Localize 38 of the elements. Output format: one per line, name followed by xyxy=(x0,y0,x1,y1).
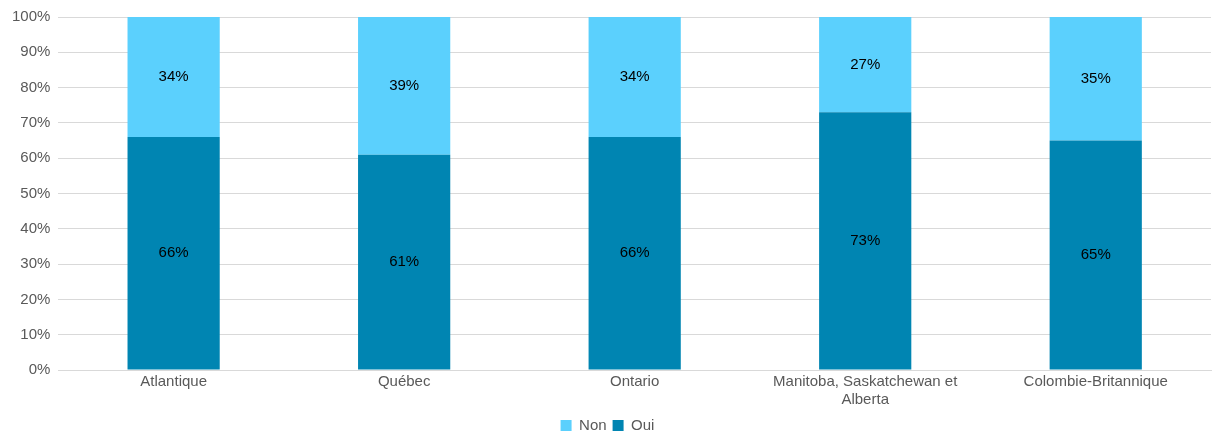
y-tick-label: 80% xyxy=(20,77,51,95)
x-tick-label: Colombie-Britannique xyxy=(1023,372,1168,390)
y-tick-label: 100% xyxy=(11,7,51,25)
data-label: 35% xyxy=(1080,68,1111,86)
y-tick-label: 90% xyxy=(20,42,51,60)
data-label: 66% xyxy=(158,243,189,261)
bar xyxy=(127,137,220,370)
y-tick-label: 20% xyxy=(20,289,51,307)
y-tick-label: 60% xyxy=(20,148,51,166)
legend-label: Non xyxy=(579,415,607,433)
bar xyxy=(588,137,681,370)
data-label: 34% xyxy=(158,67,189,85)
bar xyxy=(588,17,681,138)
x-tick-label: Québec xyxy=(377,372,431,390)
x-tick-label: Ontario xyxy=(610,372,660,390)
data-label: 34% xyxy=(619,67,650,85)
x-tick-label: Atlantique xyxy=(140,372,207,390)
y-tick-label: 10% xyxy=(20,324,51,342)
x-tick-label: Manitoba, Saskatchewan et Alberta xyxy=(773,372,959,408)
data-label: 61% xyxy=(389,252,420,270)
data-label: 73% xyxy=(850,231,881,249)
y-tick-label: 0% xyxy=(28,360,51,378)
y-tick-label: 50% xyxy=(20,183,51,201)
bar xyxy=(1049,140,1142,370)
data-label: 27% xyxy=(850,54,881,72)
y-tick-label: 70% xyxy=(20,113,51,131)
y-tick-label: 30% xyxy=(20,254,51,272)
y-tick-label: 40% xyxy=(20,218,51,236)
bar xyxy=(127,17,220,138)
bar xyxy=(819,17,912,113)
data-label: 65% xyxy=(1080,245,1111,263)
bar xyxy=(1049,17,1142,141)
bar xyxy=(358,17,451,155)
bar xyxy=(819,112,912,370)
data-label: 66% xyxy=(619,243,650,261)
data-label: 39% xyxy=(389,75,420,93)
legend-label: Oui xyxy=(631,415,655,433)
bar xyxy=(358,154,451,370)
